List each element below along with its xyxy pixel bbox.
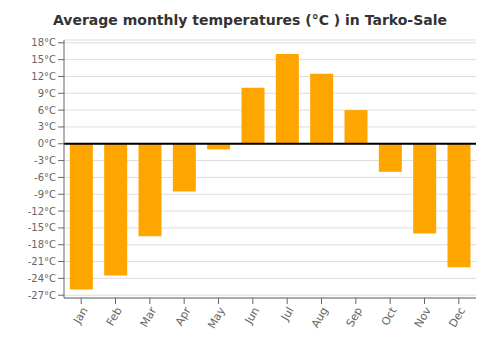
- svg-text:-9°C: -9°C: [34, 189, 56, 200]
- svg-text:May: May: [205, 304, 228, 331]
- svg-text:0°C: 0°C: [38, 138, 56, 149]
- svg-text:Jan: Jan: [70, 305, 90, 327]
- svg-text:Aug: Aug: [309, 305, 331, 330]
- svg-text:Dec: Dec: [446, 305, 468, 330]
- svg-text:-15°C: -15°C: [28, 222, 56, 233]
- svg-text:-24°C: -24°C: [28, 273, 56, 284]
- svg-text:Feb: Feb: [104, 305, 125, 328]
- svg-text:-6°C: -6°C: [34, 172, 56, 183]
- svg-text:-21°C: -21°C: [28, 256, 56, 267]
- svg-text:Oct: Oct: [379, 304, 400, 328]
- svg-text:Apr: Apr: [173, 304, 194, 327]
- svg-text:Jul: Jul: [278, 305, 296, 324]
- svg-text:6°C: 6°C: [38, 105, 56, 116]
- svg-text:Nov: Nov: [412, 304, 434, 330]
- svg-text:-3°C: -3°C: [34, 155, 56, 166]
- svg-text:3°C: 3°C: [38, 121, 56, 132]
- svg-text:18°C: 18°C: [31, 37, 56, 48]
- svg-text:-27°C: -27°C: [28, 290, 56, 301]
- svg-text:9°C: 9°C: [38, 88, 56, 99]
- svg-text:15°C: 15°C: [31, 54, 56, 65]
- svg-text:-18°C: -18°C: [28, 239, 56, 250]
- svg-text:Sep: Sep: [344, 305, 366, 329]
- svg-text:-12°C: -12°C: [28, 206, 56, 217]
- svg-text:12°C: 12°C: [31, 71, 56, 82]
- svg-text:Mar: Mar: [138, 305, 160, 330]
- html-text:Average monthly temperatures (: Average monthly temperatures (°C ) in Ta…: [53, 12, 447, 28]
- svg-text:Jun: Jun: [242, 305, 262, 327]
